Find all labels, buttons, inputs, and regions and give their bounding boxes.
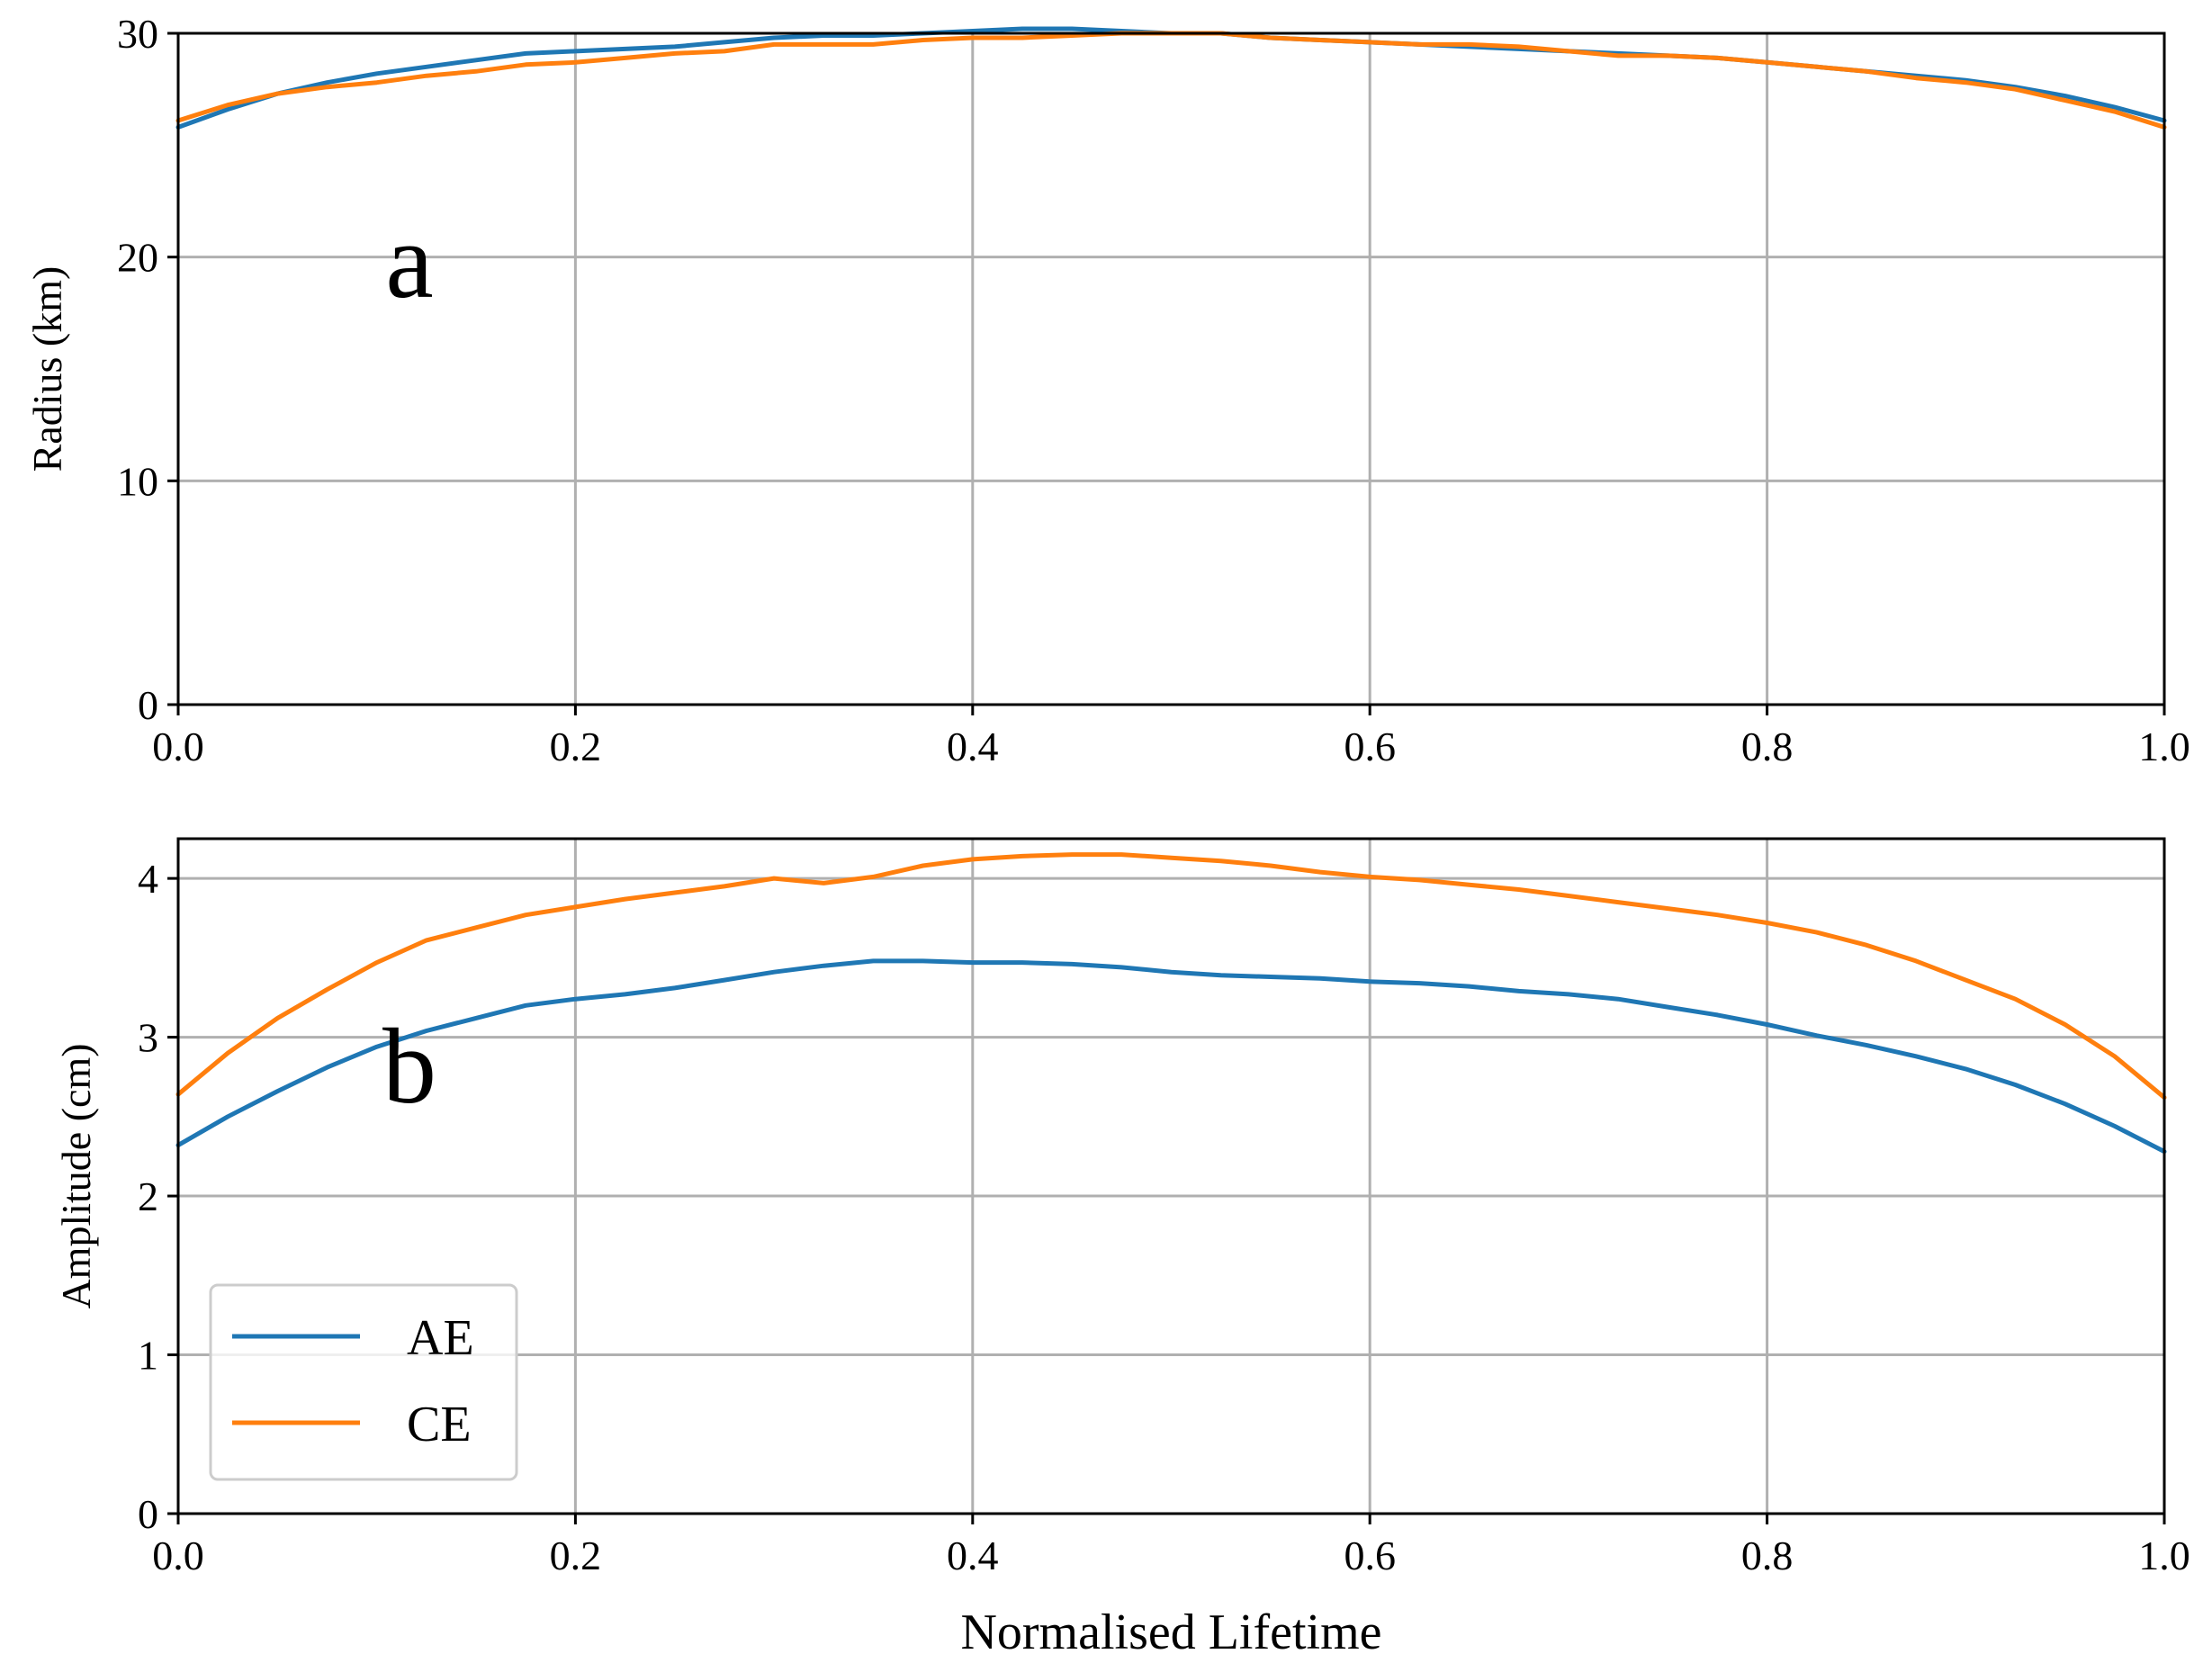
panel-b-letter: b — [382, 1006, 436, 1126]
y-tick-label: 0 — [138, 682, 158, 728]
x-tick-label: 0.0 — [152, 724, 204, 769]
panel-a-grid — [176, 31, 2166, 706]
x-tick-label: 0.8 — [1741, 1533, 1794, 1578]
y-tick-label: 2 — [138, 1173, 158, 1219]
x-tick-label: 0.4 — [947, 724, 999, 769]
legend-label-ce: CE — [407, 1397, 472, 1452]
panel-b-y-axis-label: Amplitude (cm) — [53, 1043, 99, 1308]
series-line-ae — [175, 26, 2167, 130]
panel-a-ticks: 0.0 0.2 0.4 0.6 0.8 1.0 0 10 20 30 — [117, 11, 2190, 769]
panel-a-series — [175, 26, 2167, 130]
x-tick-label: 0.2 — [550, 1533, 602, 1578]
x-tick-label: 1.0 — [2138, 1533, 2190, 1578]
x-tick-label: 0.6 — [1344, 1533, 1396, 1578]
x-tick-label: 0.4 — [947, 1533, 999, 1578]
legend: AE CE — [209, 1283, 518, 1481]
x-tick-label: 0.6 — [1344, 724, 1396, 769]
x-tick-label: 1.0 — [2138, 724, 2190, 769]
x-tick-label: 0.2 — [550, 724, 602, 769]
x-tick-label: 0.8 — [1741, 724, 1794, 769]
y-tick-label: 10 — [117, 458, 158, 504]
panel-b-frame — [176, 837, 2166, 1515]
panel-a-radius: 0.0 0.2 0.4 0.6 0.8 1.0 0 10 20 30 Radius (km) a — [24, 11, 2190, 769]
legend-label-ae: AE — [407, 1310, 474, 1366]
series-line-ce — [175, 852, 2167, 1101]
series-line-ce — [175, 31, 2167, 130]
panel-a-letter: a — [385, 201, 433, 320]
panel-b-x-axis-label: Normalised Lifetime — [960, 1605, 1381, 1660]
y-tick-label: 4 — [138, 856, 158, 902]
panel-b-amplitude: 0.0 0.2 0.4 0.6 0.8 1.0 0 1 2 3 4 Amplitude (cm) N… — [53, 837, 2190, 1660]
series-line-ae — [175, 958, 2167, 1155]
legend-box — [209, 1283, 518, 1481]
y-tick-label: 1 — [138, 1333, 158, 1379]
panel-b-ticks: 0.0 0.2 0.4 0.6 0.8 1.0 0 1 2 3 4 — [138, 856, 2190, 1578]
panel-a-frame — [176, 31, 2166, 706]
x-tick-label: 0.0 — [152, 1533, 204, 1578]
y-tick-label: 20 — [117, 235, 158, 281]
y-tick-label: 0 — [138, 1491, 158, 1537]
panel-a-y-axis-label: Radius (km) — [24, 266, 70, 472]
y-tick-label: 3 — [138, 1015, 158, 1061]
panel-b-series — [175, 852, 2167, 1155]
y-tick-label: 30 — [117, 11, 158, 57]
